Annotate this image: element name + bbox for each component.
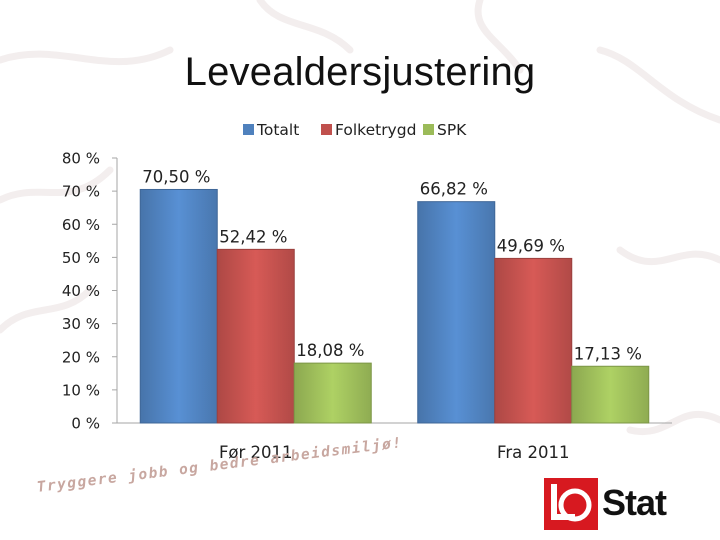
legend-entry: SPK [437, 121, 467, 139]
logo-text: Stat [602, 482, 667, 523]
data-label: 49,69 % [497, 236, 565, 255]
data-label: 17,13 % [574, 344, 642, 363]
y-tick-label: 40 % [62, 282, 100, 300]
data-label: 52,42 % [219, 227, 287, 246]
x-tick-label: Fra 2011 [497, 443, 569, 462]
x-tick-label: Før 2011 [219, 443, 293, 462]
y-tick-label: 20 % [62, 348, 100, 366]
y-axis-ticks: 0 % 10 % 20 % 30 % 40 % 50 % 60 % 70 % 80 % [62, 150, 117, 433]
slide-title: Levealdersjustering [184, 50, 536, 94]
lo-logo-mark [544, 478, 598, 530]
bar-folketrygd-2 [494, 257, 573, 424]
data-labels: 70,50 % 52,42 % 18,08 % 66,82 % 49,69 % 17,13… [142, 167, 642, 363]
bar-totalt-2 [417, 201, 496, 424]
bar-folketrygd-1 [216, 248, 295, 424]
legend-entry: Folketrygd [335, 121, 416, 139]
chart-legend: Totalt Folketrygd SPK [243, 121, 467, 139]
bar-spk-1 [293, 362, 372, 424]
y-tick-label: 80 % [62, 150, 100, 168]
y-tick-label: 60 % [62, 216, 100, 234]
bar-spk-2 [571, 365, 650, 424]
x-axis-labels: Før 2011 Fra 2011 [219, 443, 570, 462]
y-tick-label: 30 % [62, 315, 100, 333]
y-tick-label: 70 % [62, 183, 100, 201]
bars [139, 188, 650, 424]
legend-swatch [423, 124, 434, 135]
legend-swatch [321, 124, 332, 135]
y-tick-label: 50 % [62, 249, 100, 267]
data-label: 18,08 % [296, 341, 364, 360]
data-label: 70,50 % [142, 167, 210, 186]
y-tick-label: 0 % [71, 415, 100, 433]
data-label: 66,82 % [420, 180, 488, 199]
bar-totalt-1 [139, 188, 218, 424]
legend-swatch [243, 124, 254, 135]
legend-entry: Totalt [256, 121, 299, 139]
lo-stat-logo: Stat [544, 478, 667, 530]
y-tick-label: 10 % [62, 381, 100, 399]
